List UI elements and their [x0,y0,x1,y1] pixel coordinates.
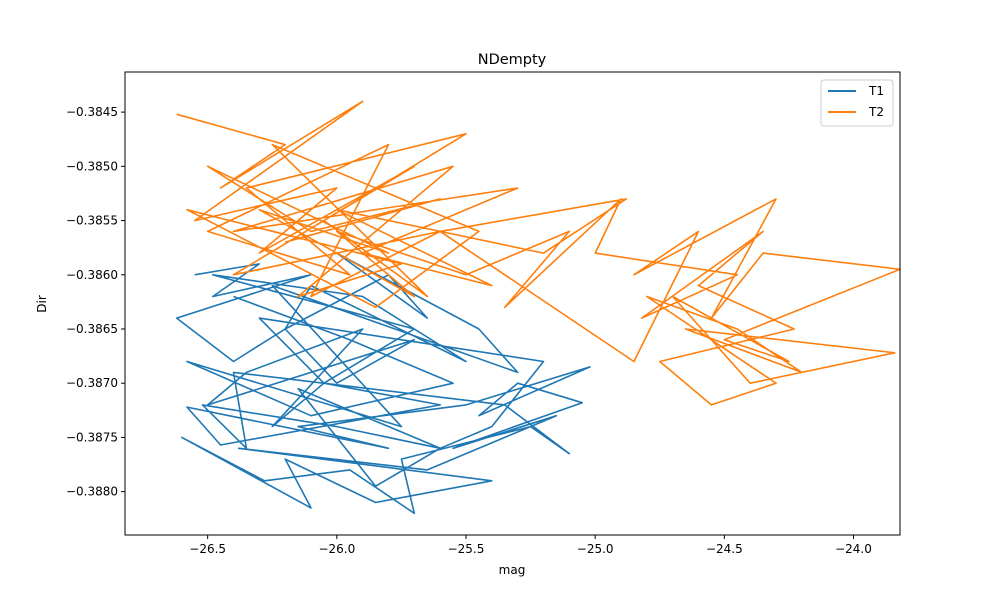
y-tick-label: −0.3880 [66,485,118,499]
y-tick-label: −0.3845 [66,105,118,119]
chart-title: NDempty [478,52,547,68]
legend-label-t2: T2 [868,105,884,119]
y-tick-label: −0.3865 [66,322,118,336]
legend-label-t1: T1 [868,84,884,98]
x-tick-label: −26.5 [189,542,226,556]
y-tick-label: −0.3850 [66,159,118,173]
y-tick-label: −0.3875 [66,430,118,444]
legend: T1 T2 [820,79,894,127]
y-tick-label: −0.3855 [66,214,118,228]
x-axis-label: mag [499,563,526,577]
plot-frame [124,71,901,536]
y-tick-label: −0.3870 [66,376,118,390]
x-tick-label: −25.5 [448,542,485,556]
y-axis-label: Dir [35,295,49,313]
x-tick-label: −24.5 [706,542,743,556]
series-line-t1 [175,252,591,515]
y-tick-label: −0.3860 [66,268,118,282]
x-axis: −26.5 −26.0 −25.5 −25.0 −24.5 −24.0 [189,535,872,556]
x-tick-label: −25.0 [577,542,614,556]
x-tick-label: −26.0 [318,542,355,556]
y-axis: −0.3845 −0.3850 −0.3855 −0.3860 −0.3865 −0.38… [66,105,125,499]
series-layer [175,100,901,515]
x-tick-label: −24.0 [835,542,872,556]
series-line-t2 [176,100,901,406]
